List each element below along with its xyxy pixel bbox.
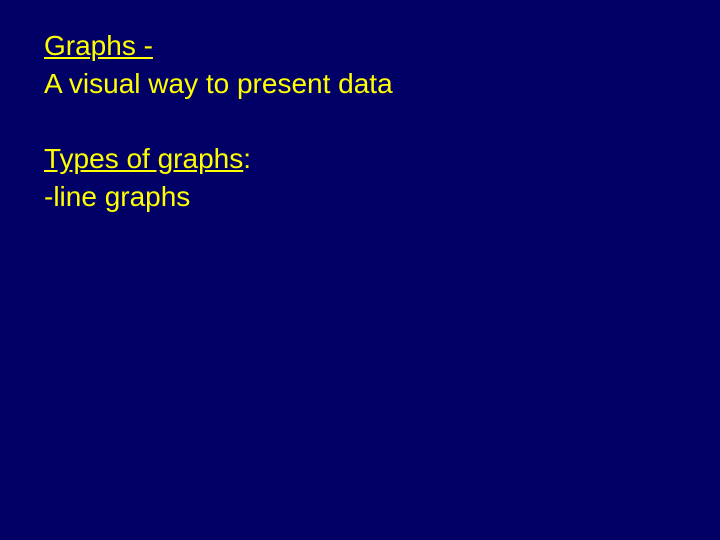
heading-types-text: Types of graphs bbox=[44, 143, 243, 174]
slide: Graphs - A visual way to present data Ty… bbox=[0, 0, 720, 540]
spacer bbox=[44, 105, 676, 141]
heading-graphs: Graphs - bbox=[44, 28, 676, 64]
heading-graphs-text: Graphs - bbox=[44, 30, 153, 61]
heading-types-colon: : bbox=[243, 143, 251, 174]
heading-types: Types of graphs: bbox=[44, 141, 676, 177]
graphs-definition: A visual way to present data bbox=[44, 66, 676, 102]
list-item-line-graphs: -line graphs bbox=[44, 179, 676, 215]
